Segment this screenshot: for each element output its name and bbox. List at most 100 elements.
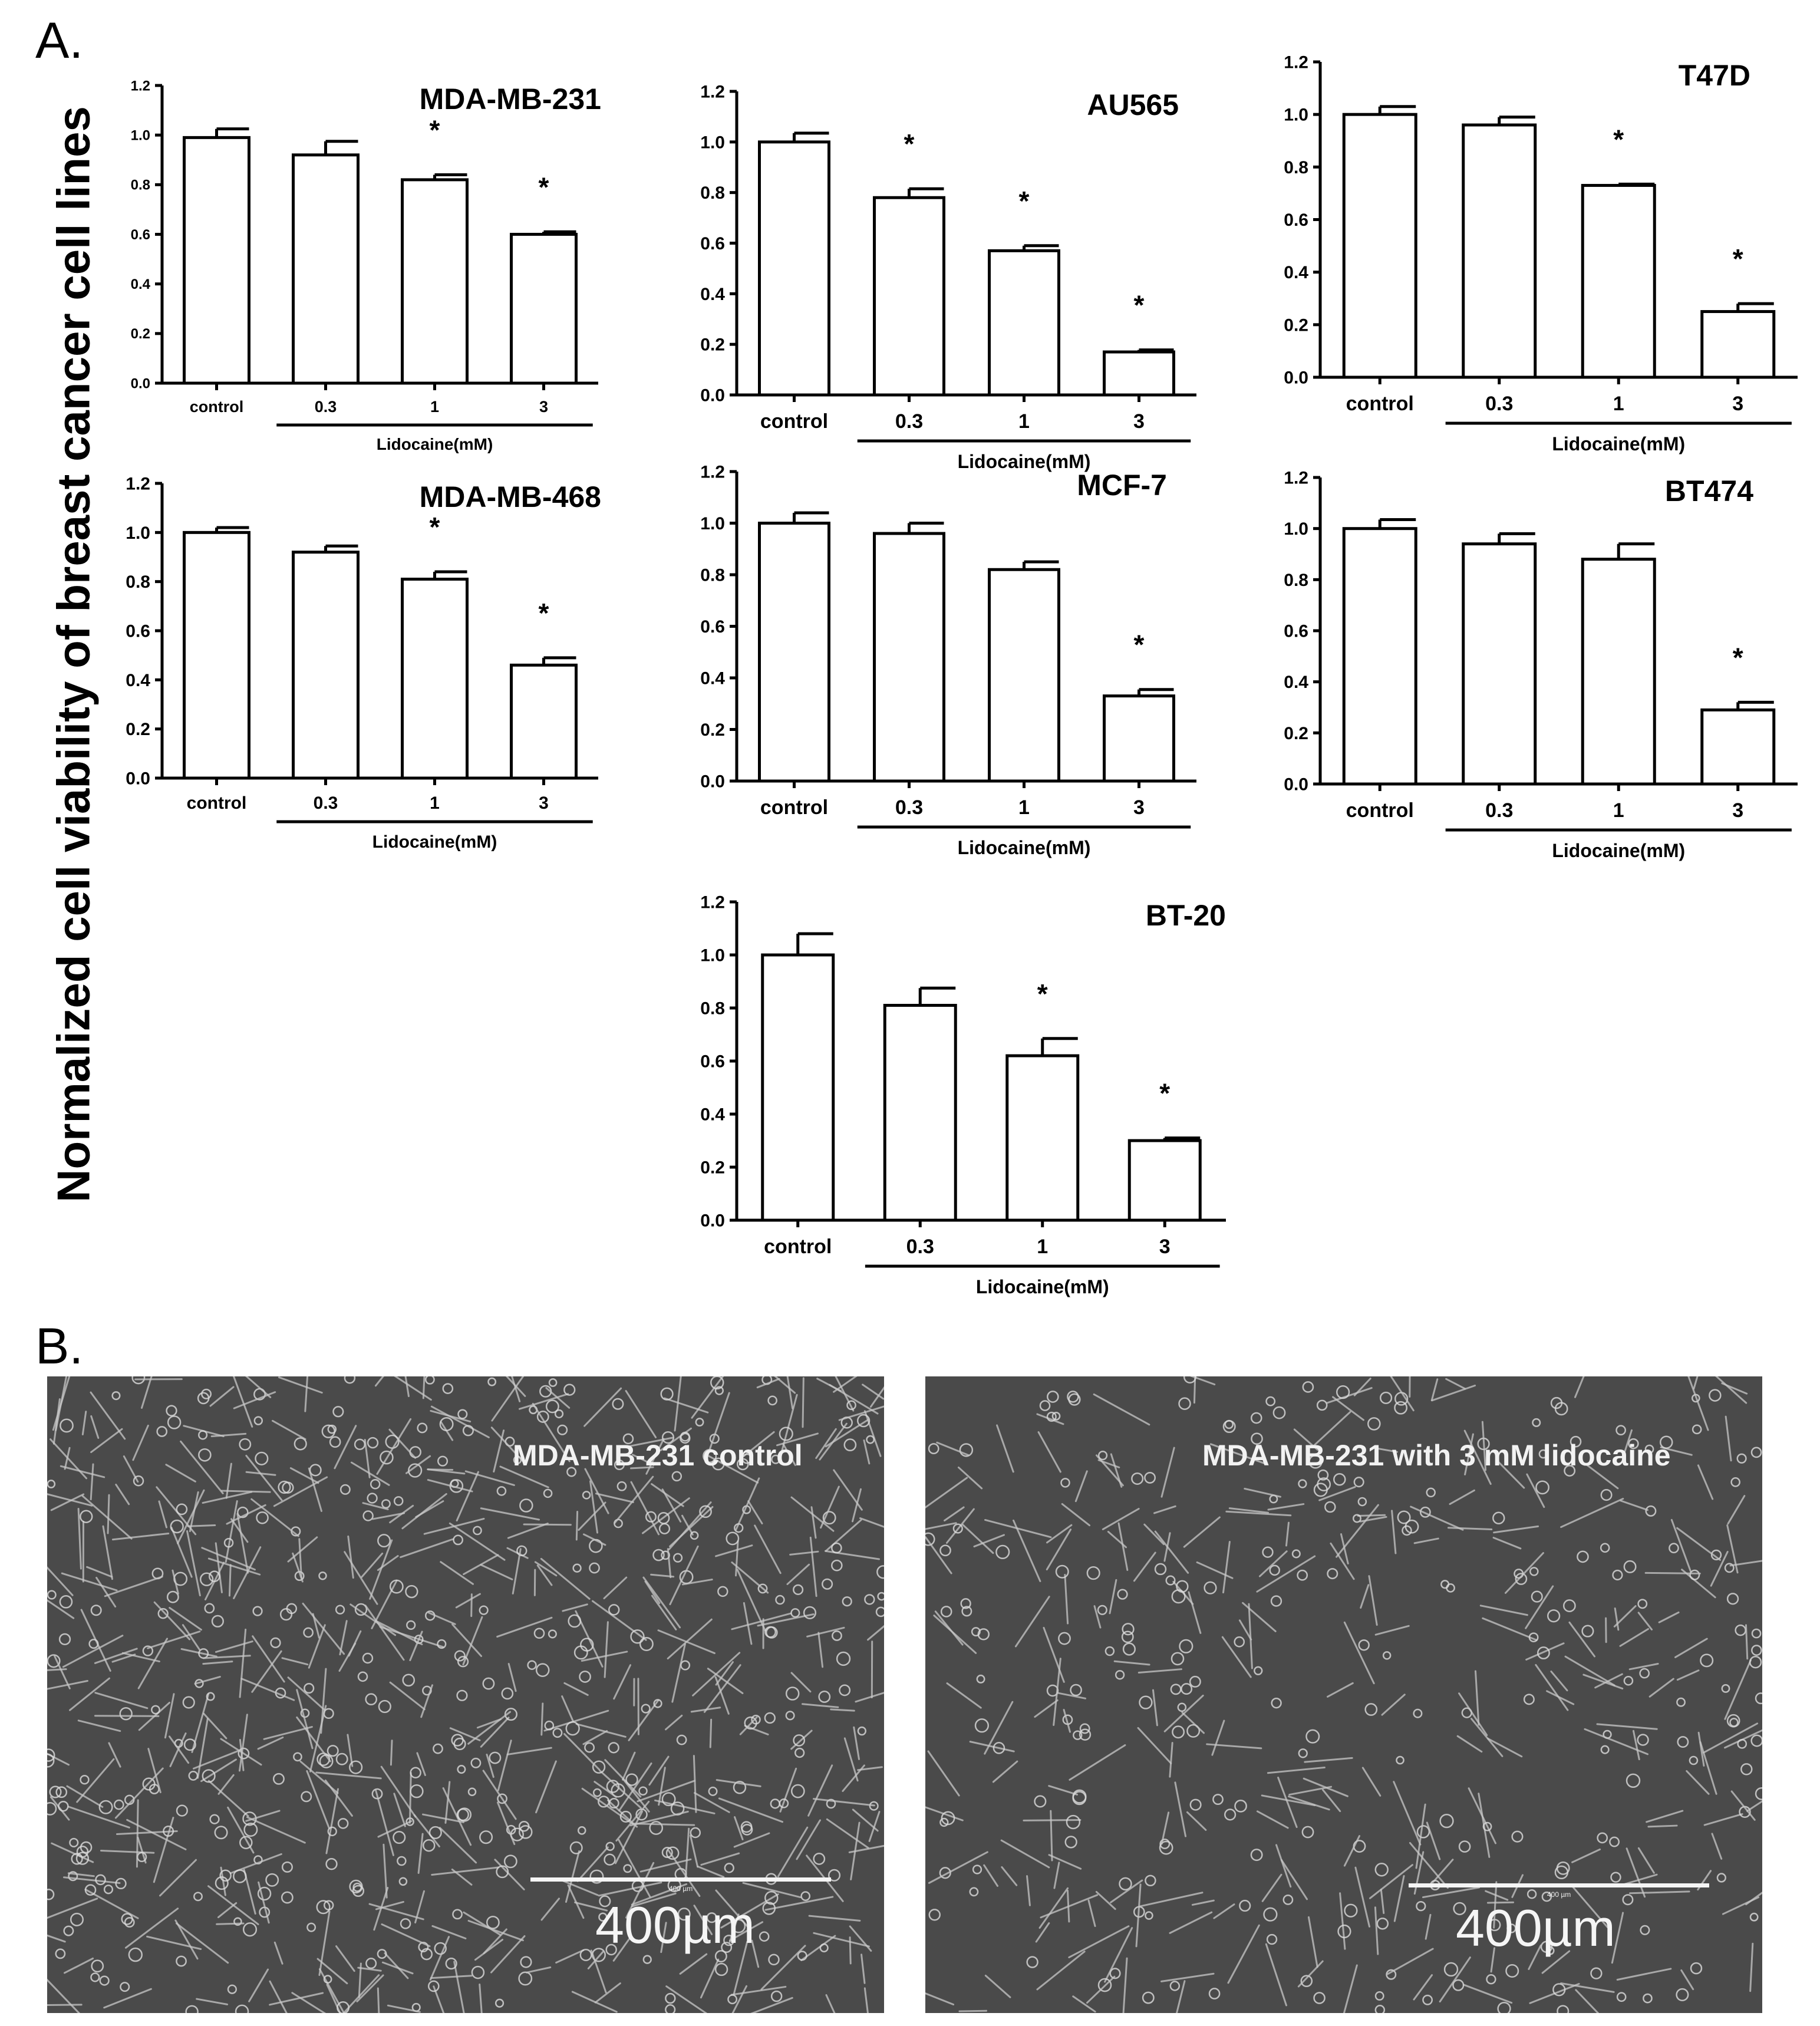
x-tick-label: 3 (539, 398, 548, 416)
y-tick-label: 1.2 (126, 475, 150, 494)
significance-marker: * (1733, 243, 1743, 274)
significance-marker: * (539, 598, 549, 628)
x-tick-label: 1 (1018, 410, 1030, 433)
y-tick-label: 1.0 (700, 946, 725, 966)
bar (873, 532, 945, 783)
chart-mda-mb-468: 0.0 0.2 0.4 0.6 0.8 1.0 1.2 control 0.3 1 * 3 * Lidoc… (126, 475, 601, 852)
bar (510, 233, 578, 385)
chart-title: BT-20 (1146, 899, 1226, 932)
x-tick-label: control (760, 410, 828, 433)
y-tick-label: 0.0 (700, 772, 725, 792)
cell-texture (925, 1376, 1762, 2013)
significance-marker: * (904, 129, 915, 159)
chart-mda-mb-231: 0.0 0.2 0.4 0.6 0.8 1.0 1.2 control 0.3 1 * 3 * Lidoc… (131, 78, 601, 453)
bar (183, 531, 250, 780)
bar (183, 136, 250, 385)
x-tick-label: 0.3 (1485, 393, 1513, 415)
bar (1581, 184, 1656, 379)
bar (510, 663, 578, 780)
bar (1342, 527, 1417, 786)
significance-marker: * (430, 115, 440, 146)
shared-y-axis-label: Normalized cell viability of breast canc… (47, 106, 100, 1203)
bar (1462, 123, 1537, 379)
y-tick-label: 0.2 (700, 1158, 725, 1178)
y-tick-label: 1.0 (700, 133, 725, 152)
x-tick-label: 1 (430, 793, 440, 813)
y-tick-label: 1.2 (1284, 53, 1308, 73)
significance-marker: * (430, 512, 440, 542)
y-tick-label: 1.0 (700, 514, 725, 533)
bar (883, 1004, 957, 1222)
y-tick-label: 0.6 (1284, 622, 1308, 641)
significance-marker: * (1159, 1078, 1170, 1109)
y-tick-label: 0.4 (1284, 673, 1308, 692)
x-tick-label: 0.3 (314, 793, 338, 813)
y-tick-label: 1.0 (1284, 519, 1308, 539)
dose-group-label: Lidocaine(mM) (1552, 840, 1685, 861)
x-tick-label: 3 (1133, 796, 1145, 819)
micrograph-control: MDA-MB-231 control 400 µm 400µm (47, 1376, 884, 2013)
significance-marker: * (1019, 186, 1030, 216)
micrograph-caption: MDA-MB-231 control (513, 1439, 803, 1472)
y-tick-label: 0.0 (700, 386, 725, 406)
y-tick-label: 1.2 (1284, 469, 1308, 488)
y-tick-label: 0.6 (700, 234, 725, 253)
y-tick-label: 0.8 (1284, 158, 1308, 177)
y-tick-label: 1.0 (131, 128, 150, 144)
scale-bar-small-label: 400 µm (1547, 1890, 1571, 1899)
bar (988, 249, 1060, 397)
y-tick-label: 0.0 (131, 375, 150, 391)
chart-title: MCF-7 (1077, 469, 1167, 502)
bar (401, 178, 469, 385)
x-tick-label: control (187, 793, 247, 813)
x-tick-label: 0.3 (1485, 799, 1513, 822)
x-tick-label: 1 (1037, 1236, 1048, 1258)
significance-marker: * (1134, 630, 1145, 660)
y-tick-label: 0.0 (700, 1211, 725, 1231)
bar (401, 578, 469, 780)
y-tick-label: 1.2 (700, 83, 725, 102)
x-tick-label: 3 (1159, 1236, 1171, 1258)
x-tick-label: 1 (1613, 393, 1624, 415)
chart-bt474: 0.0 0.2 0.4 0.6 0.8 1.0 1.2 control 0.3 1 3 * Lidoca… (1284, 469, 1798, 861)
y-tick-label: 0.4 (700, 669, 725, 688)
y-tick-label: 0.0 (1284, 775, 1308, 795)
scale-bar-small-label: 400 µm (669, 1885, 693, 1893)
significance-marker: * (1037, 979, 1048, 1009)
y-tick-label: 0.4 (700, 1105, 725, 1125)
bar (1462, 542, 1537, 786)
bar (1700, 310, 1776, 379)
chart-title: AU565 (1087, 88, 1179, 121)
x-tick-label: 1 (1613, 799, 1624, 822)
panel-b-label: B. (35, 1318, 84, 1375)
micrograph-lidocaine: MDA-MB-231 with 3 mM lidocaine 400 µm 40… (925, 1376, 1762, 2013)
y-tick-label: 0.4 (131, 276, 151, 292)
dose-group-label: Lidocaine(mM) (958, 451, 1091, 472)
bar (758, 140, 830, 397)
x-tick-label: 3 (1732, 799, 1743, 822)
y-tick-label: 1.0 (1284, 106, 1308, 125)
dose-group-label: Lidocaine(mM) (958, 837, 1091, 858)
y-tick-label: 0.2 (700, 335, 725, 355)
x-tick-label: 3 (1133, 410, 1145, 433)
bar (1342, 113, 1417, 379)
bar (292, 551, 360, 780)
y-tick-label: 0.2 (1284, 315, 1308, 335)
y-tick-label: 0.4 (1284, 263, 1308, 282)
significance-marker: * (1733, 642, 1743, 673)
y-tick-label: 0.4 (700, 285, 725, 304)
dose-group-label: Lidocaine(mM) (377, 435, 493, 453)
scale-bar-label: 400µm (1456, 1899, 1615, 1957)
dose-group-label: Lidocaine(mM) (1552, 433, 1685, 454)
chart-title: MDA-MB-231 (420, 83, 601, 116)
y-tick-label: 0.6 (1284, 210, 1308, 230)
y-tick-label: 0.2 (131, 326, 150, 342)
x-tick-label: 1 (430, 398, 439, 416)
y-tick-label: 0.8 (131, 177, 150, 193)
bar (1103, 694, 1175, 783)
y-tick-label: 0.8 (126, 572, 150, 592)
y-tick-label: 0.8 (700, 999, 725, 1019)
y-tick-label: 1.2 (700, 463, 725, 482)
chart-title: T47D (1679, 59, 1750, 92)
y-tick-label: 0.8 (1284, 571, 1308, 590)
